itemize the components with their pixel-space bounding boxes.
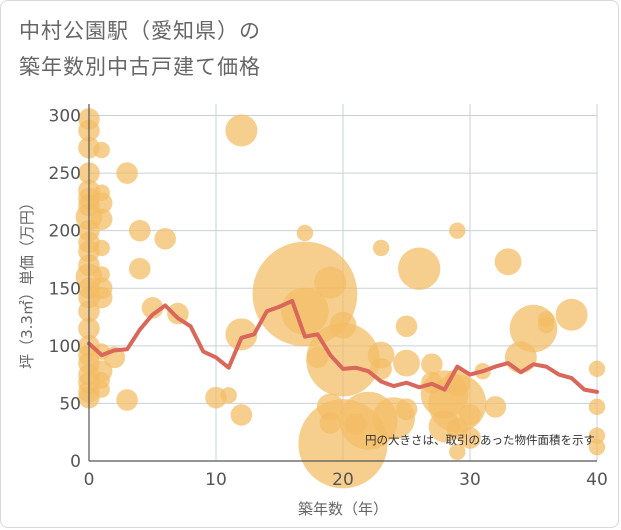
x-tick-label: 40 (586, 470, 608, 490)
x-tick-label: 20 (332, 470, 354, 490)
data-point (588, 360, 606, 378)
data-point (344, 413, 367, 435)
data-point (296, 224, 314, 242)
data-point (588, 398, 606, 416)
data-point (93, 266, 110, 283)
data-point (306, 322, 380, 397)
data-point (372, 239, 390, 257)
data-point (494, 248, 522, 276)
data-point (449, 443, 466, 460)
y-tick-label: 50 (59, 394, 81, 414)
data-point (116, 389, 138, 411)
y-axis-title: 坪（3.3㎡）単価（万円） (18, 195, 36, 369)
data-point (393, 349, 420, 377)
chart-title-line2: 築年数別中古戸建て価格 (19, 55, 261, 79)
data-point (220, 387, 237, 404)
data-point (90, 208, 113, 230)
data-point (316, 393, 344, 421)
data-point (319, 412, 342, 434)
data-point (421, 353, 443, 376)
data-point (225, 318, 258, 351)
data-point (449, 222, 466, 239)
y-tick-label: 200 (49, 222, 81, 242)
y-tick-label: 300 (49, 107, 81, 127)
data-point (395, 398, 418, 420)
bubble-series (75, 108, 606, 489)
x-tick-label: 0 (84, 470, 95, 490)
x-tick-label: 30 (459, 470, 481, 490)
data-point (154, 227, 176, 250)
chart-title-line1: 中村公園駅（愛知県）の (19, 19, 261, 43)
data-point (93, 184, 110, 201)
data-point (588, 438, 606, 456)
data-point (167, 302, 189, 325)
x-axis-title: 築年数（年） (298, 500, 388, 518)
data-point (306, 346, 329, 369)
y-tick-label: 150 (49, 279, 81, 299)
trend-series (87, 298, 599, 394)
data-point (370, 358, 392, 380)
data-point (398, 247, 441, 290)
data-point (504, 341, 537, 374)
data-point (538, 316, 555, 334)
axes: 0 50 100 150 200 250 300 0 10 20 30 40 (49, 104, 608, 490)
chart-title: 中村公園駅（愛知県）の 築年数別中古戸建て価格 (19, 13, 261, 85)
data-point (395, 315, 418, 338)
data-point (459, 404, 481, 426)
size-note: 円の大きさは、取引のあった物件面積を示す (365, 433, 595, 447)
data-point (93, 381, 110, 398)
data-point (93, 239, 110, 257)
data-point (314, 266, 347, 299)
data-point (116, 162, 138, 184)
data-point (329, 311, 357, 339)
data-point (225, 114, 258, 147)
y-tick-label: 100 (49, 337, 81, 357)
data-point (129, 257, 151, 280)
data-point (484, 396, 507, 418)
y-tick-label: 250 (49, 164, 81, 184)
data-point (230, 404, 253, 426)
y-tick-label: 0 (70, 452, 81, 472)
data-point (555, 298, 588, 331)
data-point (129, 219, 151, 242)
data-point (459, 427, 481, 449)
data-point (93, 141, 110, 159)
data-point (90, 286, 113, 309)
data-point (588, 427, 606, 444)
x-tick-label: 10 (205, 470, 227, 490)
trend-line (87, 298, 599, 394)
